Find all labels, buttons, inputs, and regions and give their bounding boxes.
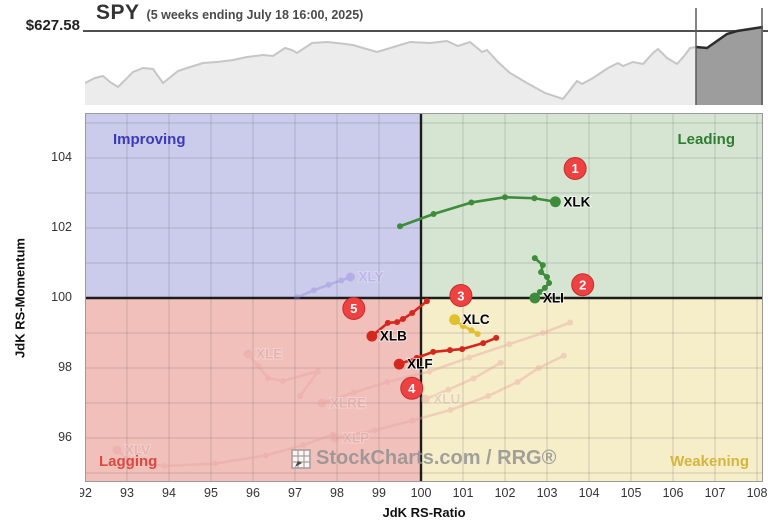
step-badge-4[interactable]: 4: [400, 376, 424, 400]
series-xlre: XLRE: [317, 319, 574, 412]
x-axis-ticks: 92 93 94 95 96 97 98 99 100 101 102 103 104 105 106 107…: [80, 486, 768, 502]
step-badge-3[interactable]: 3: [449, 284, 473, 308]
svg-text:4: 4: [408, 381, 416, 396]
svg-text:XLY: XLY: [358, 270, 383, 285]
series-xly: XLY: [294, 269, 384, 301]
x-tick-label: 104: [578, 486, 600, 500]
price-level-label: $627.58: [25, 17, 80, 34]
x-tick-label: 103: [536, 486, 558, 500]
svg-text:XLV: XLV: [125, 442, 150, 457]
svg-text:XLI: XLI: [543, 291, 564, 306]
x-tick-label: 100: [410, 486, 432, 500]
series-xlv: XLV: [112, 431, 336, 469]
svg-text:5: 5: [350, 301, 357, 316]
rrg-plot-area[interactable]: XLY XLE XLRE XLP XLU XLV XLK XLI XLC XLB XLF 1 2 3 4 5 …: [85, 113, 763, 482]
quadrant-label-weakening: Weakening: [670, 453, 749, 470]
series-xlp: XLP: [330, 352, 567, 447]
y-axis-title: JdK RS-Momentum: [12, 238, 28, 358]
spy-price-sparkline[interactable]: [85, 5, 763, 105]
series-xlc: XLC: [449, 311, 491, 338]
y-tick-label: 98: [58, 360, 72, 374]
stockcharts-grid-icon: [291, 448, 311, 469]
x-tick-label: 96: [246, 486, 260, 500]
svg-text:1: 1: [572, 161, 579, 176]
y-tick-label: 96: [58, 430, 72, 444]
x-tick-label: 94: [162, 486, 176, 500]
series-xlb: XLB: [366, 298, 430, 345]
svg-text:XLE: XLE: [256, 347, 282, 362]
step-badge-2[interactable]: 2: [571, 273, 595, 297]
quadrant-label-improving: Improving: [113, 131, 186, 148]
series-xlf: XLF: [393, 334, 500, 373]
svg-text:2: 2: [579, 277, 586, 292]
svg-text:XLRE: XLRE: [330, 396, 366, 411]
series-xle: XLE: [243, 346, 322, 399]
x-tick-label: 108: [746, 486, 768, 500]
quadrant-label-leading: Leading: [677, 131, 735, 148]
watermark-text: StockCharts.com / RRG®: [316, 447, 557, 469]
step-badge-5[interactable]: 5: [342, 297, 366, 320]
x-tick-label: 102: [494, 486, 516, 500]
quadrant-label-lagging: Lagging: [99, 453, 158, 470]
symbol-title: SPY: [96, 1, 140, 24]
x-tick-label: 99: [372, 486, 386, 500]
y-tick-label: 100: [51, 290, 72, 304]
price-level-line: [83, 30, 768, 32]
x-tick-label: 106: [662, 486, 684, 500]
x-tick-label: 107: [704, 486, 726, 500]
svg-text:XLC: XLC: [463, 312, 490, 327]
price-panel: $627.58 SPY (5 weeks ending July 18 16:0…: [0, 0, 768, 107]
series-xlu: XLU: [420, 359, 504, 408]
svg-text:XLB: XLB: [380, 329, 407, 344]
x-tick-label: 92: [80, 486, 92, 500]
svg-text:XLK: XLK: [563, 194, 590, 209]
series-xli: XLI: [529, 255, 565, 307]
svg-text:XLP: XLP: [343, 431, 369, 446]
x-tick-label: 101: [452, 486, 474, 500]
x-tick-label: 98: [330, 486, 344, 500]
svg-text:3: 3: [457, 288, 464, 303]
svg-text:XLF: XLF: [407, 357, 433, 372]
y-tick-label: 104: [51, 150, 72, 164]
y-axis-ticks: 104 102 100 98 96: [36, 113, 80, 482]
x-tick-label: 105: [620, 486, 642, 500]
x-tick-label: 93: [120, 486, 134, 500]
svg-text:XLU: XLU: [433, 392, 460, 407]
chart-title: SPY (5 weeks ending July 18 16:00, 2025): [96, 1, 363, 25]
stockcharts-watermark: StockCharts.com / RRG®: [291, 447, 556, 470]
x-axis-title: JdK RS-Ratio: [382, 505, 466, 520]
series-xlk: XLK: [397, 193, 592, 230]
x-tick-label: 95: [204, 486, 218, 500]
x-tick-label: 97: [288, 486, 302, 500]
period-subtitle: (5 weeks ending July 18 16:00, 2025): [146, 8, 364, 22]
step-badge-1[interactable]: 1: [563, 157, 587, 180]
y-tick-label: 102: [51, 220, 72, 234]
